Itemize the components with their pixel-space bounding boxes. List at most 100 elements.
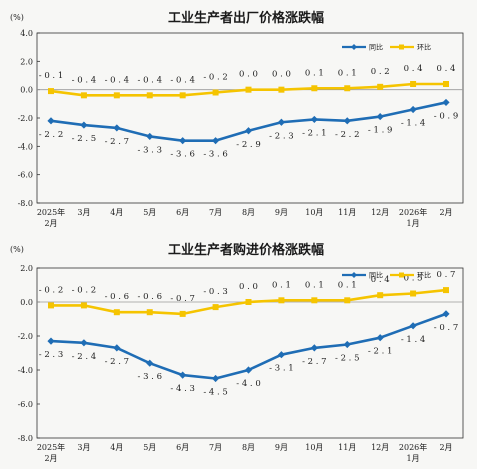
mom-point <box>179 310 186 317</box>
x-tick-label: 5月 <box>143 443 156 452</box>
mom-point <box>146 92 153 99</box>
yoy-point <box>343 117 351 125</box>
mom-point <box>179 92 186 99</box>
yoy-point <box>80 339 88 347</box>
yoy-data-label: - 2 . 9 <box>236 140 261 150</box>
svg-text:8月: 8月 <box>242 208 255 217</box>
mom-data-label: 0 . 1 <box>338 280 357 290</box>
svg-text:3月: 3月 <box>77 443 90 452</box>
mom-data-label: - 0 . 4 <box>138 75 163 85</box>
mom-data-label: 0 . 1 <box>305 280 324 290</box>
plot-frame <box>36 32 464 204</box>
legend-yoy-label: 同比 <box>369 271 383 280</box>
svg-text:7月: 7月 <box>209 443 222 452</box>
svg-text:2026年: 2026年 <box>399 207 427 217</box>
mom-point <box>113 92 120 99</box>
mom-point <box>278 86 285 93</box>
mom-point <box>410 290 417 297</box>
yoy-point <box>179 371 187 379</box>
svg-text:6月: 6月 <box>176 208 189 217</box>
x-tick-label: 3月 <box>77 208 90 217</box>
yoy-point <box>310 344 318 352</box>
mom-point <box>48 88 54 95</box>
yoy-data-label: - 2 . 3 <box>269 131 294 141</box>
y-tick-label: -2.0 <box>18 332 33 341</box>
mom-point <box>212 304 219 311</box>
svg-text:10月: 10月 <box>305 443 323 452</box>
svg-text:11月: 11月 <box>338 208 356 217</box>
mom-data-label: - 0 . 3 <box>203 287 228 297</box>
x-tick-label: 7月 <box>209 208 222 217</box>
svg-text:1月: 1月 <box>407 454 420 463</box>
mom-point <box>80 92 87 99</box>
svg-text:5月: 5月 <box>143 443 156 452</box>
yoy-data-label: - 2 . 7 <box>105 137 130 147</box>
x-tick-label: 10月 <box>305 443 323 452</box>
yoy-point <box>376 334 384 342</box>
yoy-data-label: - 3 . 6 <box>170 150 195 160</box>
mom-point <box>146 309 153 316</box>
svg-text:1月: 1月 <box>407 219 420 228</box>
y-tick-label: -2.0 <box>18 114 33 123</box>
legend: 同比 环比 <box>342 43 431 52</box>
mom-data-label: - 0 . 2 <box>39 285 64 295</box>
legend-mom-label: 环比 <box>417 43 431 52</box>
mom-data-label: - 0 . 4 <box>72 75 97 85</box>
x-tick-label: 5月 <box>143 208 156 217</box>
yoy-data-label: - 2 . 1 <box>302 128 327 138</box>
mom-point <box>113 309 120 316</box>
x-tick-label: 10月 <box>305 208 323 217</box>
x-tick-label: 8月 <box>242 443 255 452</box>
svg-text:10月: 10月 <box>305 208 323 217</box>
purchase-price-chart: 工业生产者购进价格涨跌幅 (%) 2.0 0.0 -2.0 -4.0 -6.0 -8.0 202… <box>10 242 464 463</box>
y-axis-unit: (%) <box>10 13 24 22</box>
x-tick-label: 7月 <box>209 443 222 452</box>
svg-text:5月: 5月 <box>143 208 156 217</box>
svg-text:12月: 12月 <box>371 208 389 217</box>
yoy-point <box>442 310 450 318</box>
x-tick-label: 12月 <box>371 443 389 452</box>
yoy-point <box>409 105 417 114</box>
svg-text:2月: 2月 <box>44 454 57 463</box>
mom-data-label: - 0 . 6 <box>138 292 163 302</box>
yoy-data-label: - 2 . 3 <box>39 350 64 360</box>
y-tick-label: -4.0 <box>18 366 33 375</box>
yoy-data-label: - 2 . 1 <box>368 347 393 357</box>
y-tick-label: 2.0 <box>20 264 33 273</box>
mom-point <box>245 86 252 93</box>
y-tick-label: 2.0 <box>20 57 33 66</box>
y-tick-label: -6.0 <box>18 171 33 180</box>
mom-point <box>344 297 351 304</box>
yoy-point <box>80 121 88 129</box>
mom-data-label: - 0 . 4 <box>170 75 195 85</box>
mom-data-label: 0 . 5 <box>404 274 423 284</box>
y-tick-label: -6.0 <box>18 400 33 409</box>
yoy-point <box>47 117 55 125</box>
yoy-data-label: - 3 . 6 <box>138 372 163 382</box>
mom-point <box>245 299 252 305</box>
mom-point <box>377 83 384 90</box>
mom-point <box>443 81 449 87</box>
y-tick-label: 4.0 <box>20 29 33 38</box>
mom-data-label: 0 . 7 <box>437 270 456 280</box>
legend-mom-label: 环比 <box>417 271 431 280</box>
x-tick-label: 11月 <box>338 208 356 217</box>
output-price-chart: 工业生产者出厂价格涨跌幅 (%) 4.0 2.0 0.0 -2.0 -4.0 -6.0 -8.0… <box>10 10 464 228</box>
y-tick-label: 0.0 <box>20 86 33 95</box>
y-tick-label: -4.0 <box>18 142 33 151</box>
mom-data-label: - 0 . 4 <box>105 75 130 85</box>
yoy-point <box>211 137 220 145</box>
mom-data-label: - 0 . 2 <box>203 73 228 83</box>
yoy-data-label: - 2 . 7 <box>105 357 130 367</box>
yoy-point <box>179 137 187 145</box>
mom-data-label: - 0 . 7 <box>170 294 195 304</box>
mom-data-label: 0 . 4 <box>437 64 456 74</box>
svg-text:6月: 6月 <box>176 443 189 452</box>
mom-data-label: 0 . 1 <box>338 68 357 78</box>
chart-title: 工业生产者出厂价格涨跌幅 <box>168 10 324 26</box>
yoy-data-label: - 2 . 7 <box>302 357 327 367</box>
yoy-data-label: - 3 . 3 <box>138 145 163 155</box>
mom-data-label: 0 . 1 <box>272 280 291 290</box>
x-tick-label: 3月 <box>77 443 90 452</box>
